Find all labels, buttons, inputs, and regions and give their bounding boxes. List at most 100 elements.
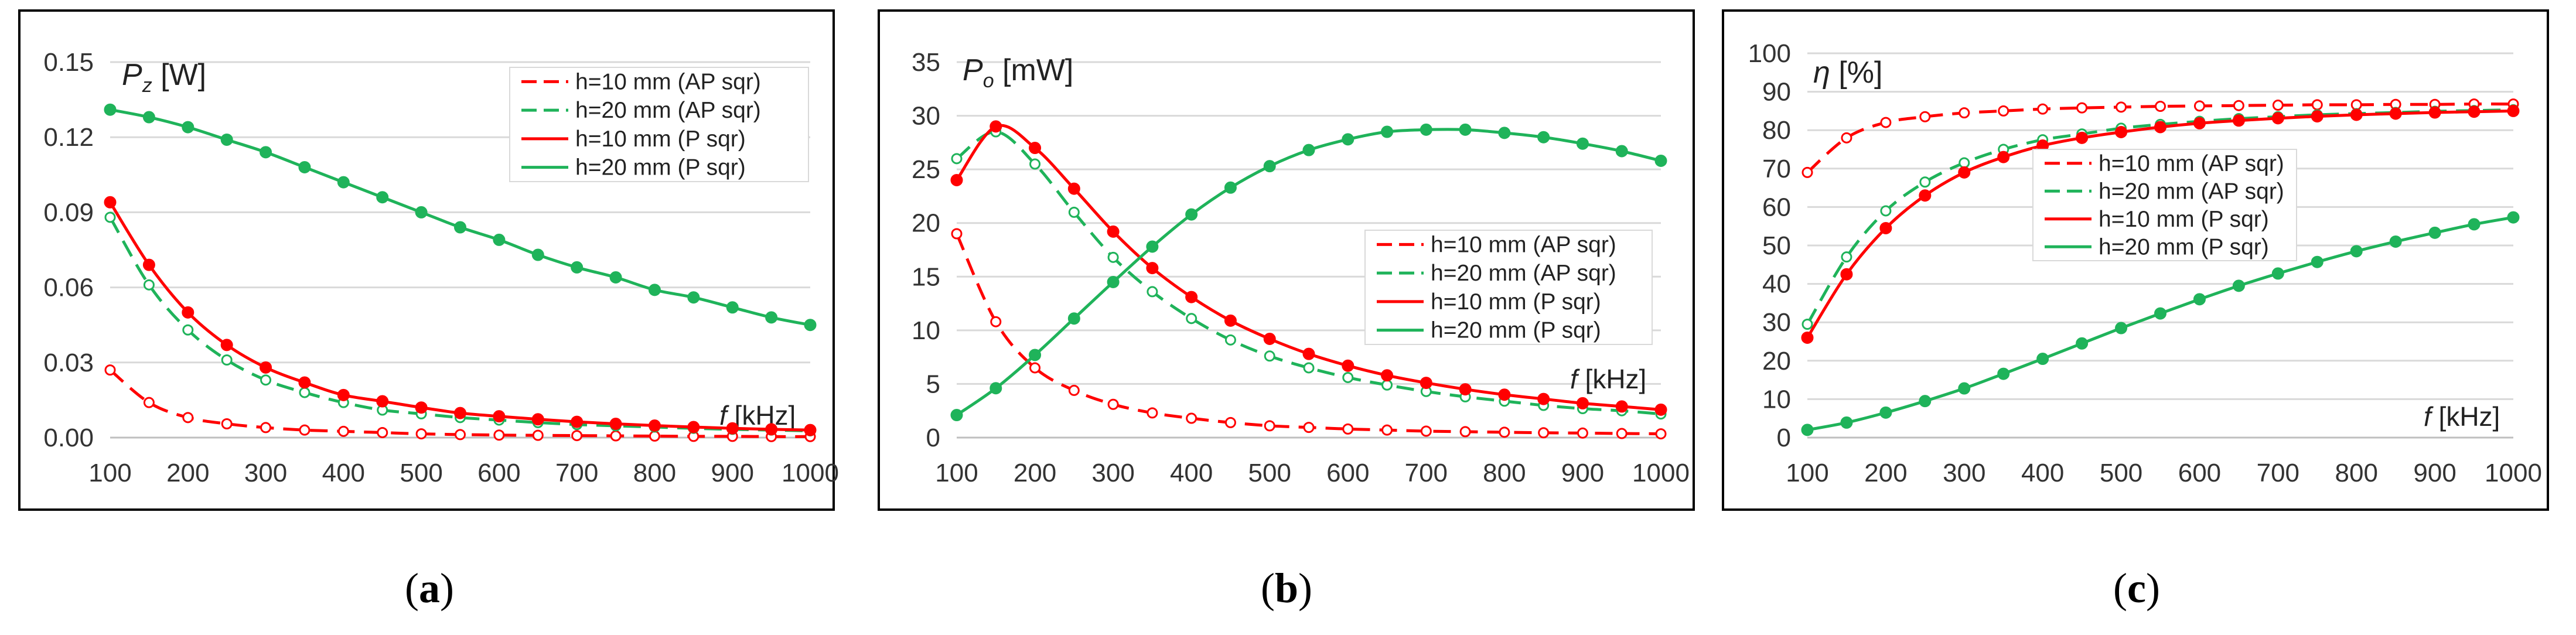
data-point: [1263, 160, 1276, 173]
data-point: [1067, 182, 1080, 195]
x-tick-label: 200: [166, 459, 209, 487]
x-axis-label: f [kHz]: [2424, 401, 2500, 432]
legend-label: h=20 mm (AP sqr): [2099, 179, 2284, 204]
x-tick-label: 800: [2335, 459, 2378, 487]
data-point: [2507, 211, 2520, 224]
data-point: [1459, 426, 1471, 438]
data-point: [1615, 400, 1628, 413]
legend: h=10 mm (AP sqr) h=20 mm (AP sqr) h=10 mm …: [509, 67, 809, 182]
data-point: [1959, 157, 1970, 169]
data-point: [1576, 137, 1589, 150]
y-axis-subscript: o: [983, 70, 994, 92]
y-tick-label: 0: [926, 424, 940, 452]
data-point: [2389, 235, 2402, 248]
data-point: [260, 374, 272, 386]
data-point: [1880, 117, 1892, 128]
data-point: [1654, 154, 1667, 167]
x-tick-label: 400: [2021, 459, 2064, 487]
data-point: [1959, 107, 1970, 119]
y-axis-unit: [W]: [152, 58, 206, 92]
data-point: [2272, 100, 2284, 111]
data-point: [1224, 314, 1237, 327]
data-point: [2311, 255, 2323, 268]
data-point: [1802, 166, 1813, 178]
chart-caption: (b): [1261, 565, 1312, 612]
data-point: [571, 261, 584, 274]
x-tick-label: 100: [1786, 459, 1828, 487]
x-axis-label: f [kHz]: [719, 400, 796, 431]
data-point: [765, 423, 778, 436]
data-point: [571, 430, 583, 442]
data-point: [1841, 132, 1852, 144]
caption-open: (: [1261, 565, 1275, 612]
y-tick-label: 100: [1748, 39, 1791, 68]
data-point: [1107, 251, 1119, 263]
data-point: [648, 419, 661, 432]
y-tick-label: 20: [1762, 347, 1791, 375]
data-point: [1577, 427, 1588, 439]
data-point: [2076, 102, 2088, 114]
y-axis-unit: [mW]: [994, 53, 1074, 87]
y-tick-label: 50: [1762, 231, 1791, 260]
data-point: [1342, 423, 1354, 435]
data-point: [2036, 353, 2049, 366]
data-point: [1615, 145, 1628, 158]
data-point: [337, 176, 350, 189]
data-point: [1107, 225, 1120, 238]
data-point: [1302, 347, 1315, 360]
data-point: [2193, 100, 2205, 112]
data-point: [2154, 307, 2166, 320]
y-tick-label: 0.03: [43, 349, 94, 377]
data-point: [337, 388, 350, 401]
data-point: [2116, 101, 2127, 113]
x-tick-label: 100: [935, 459, 978, 487]
x-axis-unit: [kHz]: [727, 400, 796, 431]
y-tick-label: 70: [1762, 155, 1791, 183]
data-point: [143, 279, 155, 291]
data-point: [1029, 349, 1042, 361]
data-point: [1459, 123, 1472, 136]
data-point: [649, 430, 660, 442]
data-point: [2428, 106, 2441, 119]
data-point: [455, 429, 466, 441]
y-tick-label: 25: [912, 155, 940, 184]
data-point: [990, 382, 1002, 395]
data-point: [220, 339, 233, 351]
x-axis-unit: [kHz]: [2431, 401, 2500, 432]
legend: h=10 mm (AP sqr) h=20 mm (AP sqr) h=10 mm …: [1364, 230, 1653, 345]
data-point: [1958, 382, 1971, 395]
data-point: [104, 364, 116, 376]
y-axis-label: Pz [W]: [122, 58, 206, 97]
data-point: [1302, 144, 1315, 156]
data-point: [2271, 112, 2284, 125]
data-point: [260, 146, 272, 159]
data-point: [454, 221, 466, 234]
data-point: [726, 301, 739, 314]
data-point: [493, 410, 506, 423]
data-point: [376, 395, 389, 408]
legend-label: h=10 mm (P sqr): [2099, 207, 2269, 232]
data-point: [1655, 428, 1667, 440]
x-axis-symbol: f: [2424, 401, 2434, 432]
x-tick-label: 500: [2100, 459, 2142, 487]
legend-label: h=10 mm (P sqr): [1431, 289, 1601, 315]
data-point: [2428, 226, 2441, 239]
x-tick-label: 200: [1014, 459, 1056, 487]
data-point: [1107, 398, 1119, 410]
data-point: [221, 418, 233, 429]
data-point: [1342, 133, 1354, 146]
data-point: [2193, 293, 2206, 306]
data-point: [1342, 359, 1354, 372]
data-point: [1224, 416, 1236, 428]
data-point: [454, 407, 466, 419]
data-point: [1919, 111, 1931, 122]
data-point: [726, 422, 739, 435]
data-point: [531, 413, 544, 426]
data-point: [299, 387, 311, 398]
data-point: [182, 121, 195, 134]
data-point: [1958, 166, 1971, 179]
data-point: [104, 211, 116, 223]
data-point: [1186, 313, 1197, 325]
data-point: [2468, 218, 2481, 231]
